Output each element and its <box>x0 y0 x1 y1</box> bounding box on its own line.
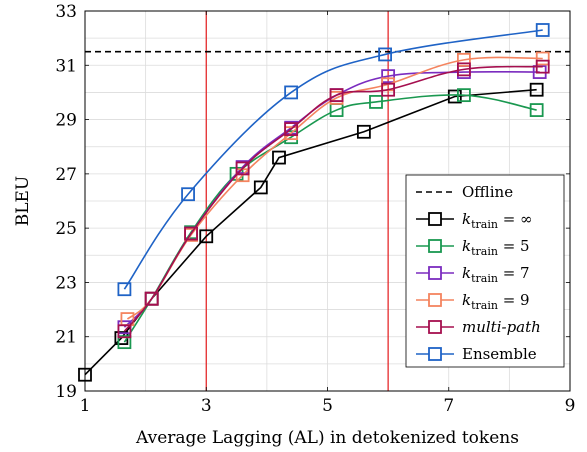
data-point <box>284 85 299 100</box>
x-tick-label: 3 <box>201 396 212 416</box>
data-point <box>356 124 371 139</box>
legend-label: ktrain = 9 <box>462 291 530 312</box>
tick-labels: 1 3 5 7 9 19 21 23 25 27 29 31 33 <box>55 2 575 416</box>
legend-entry: ktrain = 7 <box>416 264 530 285</box>
y-tick-label: 31 <box>55 56 77 76</box>
series-group <box>78 23 550 382</box>
data-point <box>457 52 471 67</box>
data-point <box>117 282 132 297</box>
y-axis-label: BLEU <box>13 176 33 227</box>
data-point <box>117 335 132 350</box>
legend: Offline ktrain = ∞ ktrain = 5 ktrain = 7 ktr… <box>405 174 565 368</box>
series-line <box>123 29 543 290</box>
legend-marker <box>428 347 442 361</box>
data-point <box>329 88 344 103</box>
y-tick-label: 21 <box>55 328 77 348</box>
legend-label: ktrain = 7 <box>462 264 530 285</box>
vertical-marker-lines <box>205 11 389 391</box>
data-point <box>199 229 214 244</box>
data-point <box>117 324 132 339</box>
data-point <box>457 88 471 103</box>
data-point <box>447 89 462 104</box>
y-tick-label: 25 <box>55 219 77 239</box>
legend-marker <box>428 239 442 253</box>
x-tick-label: 9 <box>565 396 576 416</box>
data-point <box>381 69 396 84</box>
x-axis-label: Average Lagging (AL) in detokenized toke… <box>135 428 519 448</box>
y-tick-label: 29 <box>55 111 77 131</box>
data-point <box>184 226 198 241</box>
data-point <box>284 122 299 136</box>
y-tick-label: 33 <box>55 2 77 22</box>
legend-label: Offline <box>462 183 513 201</box>
data-point <box>381 82 396 97</box>
x-tick-label: 1 <box>80 396 91 416</box>
data-point <box>529 82 544 97</box>
series-4 <box>117 59 550 339</box>
x-tick-label: 7 <box>443 396 454 416</box>
legend-marker <box>428 293 442 307</box>
data-point <box>535 51 550 66</box>
y-tick-label: 19 <box>55 382 77 402</box>
legend-label: Ensemble <box>462 345 537 363</box>
data-point <box>253 180 268 195</box>
data-point <box>235 161 250 176</box>
legend-label: ktrain = 5 <box>462 237 530 258</box>
legend-marker <box>428 266 442 280</box>
y-tick-label: 23 <box>55 273 77 293</box>
data-point <box>457 62 471 77</box>
legend-entry: Offline <box>416 183 513 201</box>
legend-label: multi-path <box>462 318 541 336</box>
legend-entry: multi-path <box>416 318 541 336</box>
data-point <box>535 23 550 37</box>
data-point <box>535 59 550 74</box>
data-point <box>378 47 392 62</box>
legend-marker <box>428 320 442 334</box>
series-5 <box>117 23 550 297</box>
legend-entry: Ensemble <box>416 345 537 363</box>
legend-entry: ktrain = 9 <box>416 291 530 312</box>
x-tick-label: 5 <box>322 396 333 416</box>
legend-entry: ktrain = ∞ <box>416 210 533 231</box>
legend-label: ktrain = ∞ <box>462 210 533 231</box>
data-point <box>272 150 286 165</box>
series-line <box>123 65 543 332</box>
data-point <box>529 103 544 117</box>
legend-entry: ktrain = 5 <box>416 237 530 258</box>
data-point <box>181 187 195 202</box>
y-tick-label: 27 <box>55 165 77 185</box>
data-point <box>144 291 159 306</box>
legend-marker <box>428 212 442 226</box>
data-point <box>369 95 383 109</box>
